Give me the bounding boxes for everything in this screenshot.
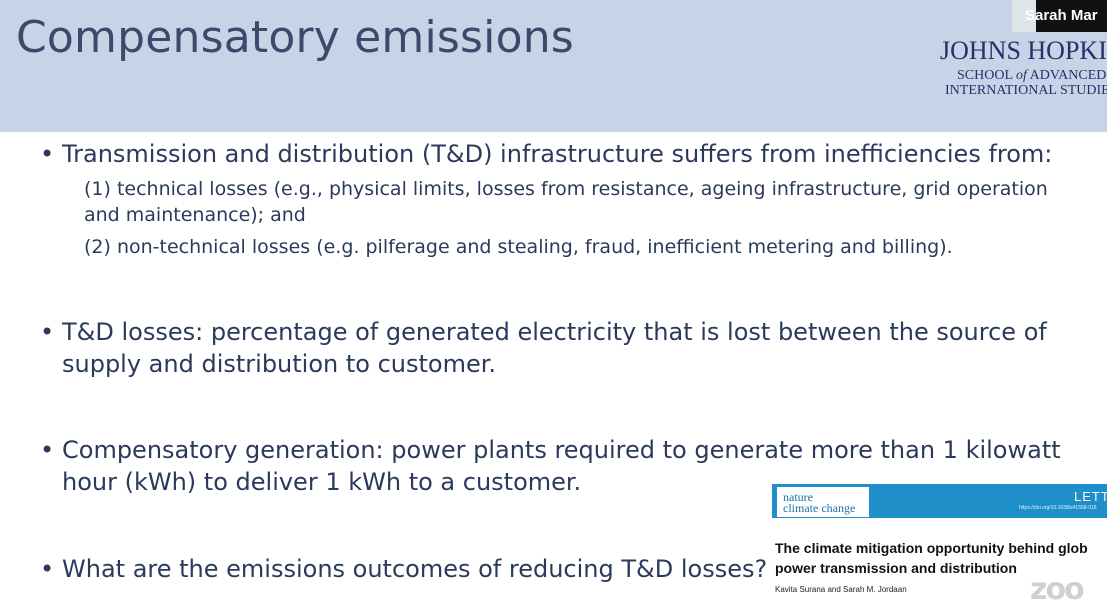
bullet-1-sub-1: (1) technical losses (e.g., physical lim… [84, 178, 1048, 200]
paper-doi: https://doi.org/10.1038/s41558-018 [1019, 505, 1097, 511]
logo-line-3: INTERNATIONAL STUDIES [945, 83, 1107, 98]
bullet-3-line-2: hour (kWh) to deliver 1 kWh to a custome… [62, 468, 582, 496]
paper-thumbnail: nature climate change LETT https://doi.o… [772, 484, 1107, 596]
paper-title: The climate mitigation opportunity behin… [775, 540, 1088, 576]
bullet-marker: • [40, 555, 55, 583]
bullet-1-text: Transmission and distribution (T&D) infr… [62, 140, 1053, 168]
university-logo: JOHNS HOPKINS SCHOOL of ADVANCED INTERNA… [930, 34, 1107, 104]
logo-line-2: SCHOOL of ADVANCED [957, 68, 1107, 83]
slide-title: Compensatory emissions [16, 12, 574, 63]
bullet-marker: • [40, 436, 55, 464]
paper-authors: Kavita Surana and Sarah M. Jordaan [775, 585, 907, 594]
article-type: LETT [1074, 489, 1107, 504]
bullet-marker: • [40, 140, 55, 168]
slide-header [0, 0, 1107, 132]
bullet-4-text: What are the emissions outcomes of reduc… [62, 555, 768, 583]
bullet-marker: • [40, 318, 55, 346]
bullet-2-line-1: T&D losses: percentage of generated elec… [62, 318, 1047, 346]
zoom-watermark: zoo [1030, 572, 1085, 607]
bullet-1-sub-1-cont: and maintenance); and [84, 204, 306, 226]
bullet-3-line-1: Compensatory generation: power plants re… [62, 436, 1061, 464]
speaker-name: Sarah Mar [1025, 7, 1098, 24]
video-thumbnail [1012, 0, 1036, 32]
journal-logo: nature climate change [776, 486, 870, 518]
logo-line-1: JOHNS HOPKINS [940, 36, 1107, 65]
bullet-2-line-2: supply and distribution to customer. [62, 350, 497, 378]
speaker-video-tile[interactable]: Sarah Mar [1012, 0, 1107, 32]
bullet-1-sub-2: (2) non-technical losses (e.g. pilferage… [84, 236, 953, 258]
